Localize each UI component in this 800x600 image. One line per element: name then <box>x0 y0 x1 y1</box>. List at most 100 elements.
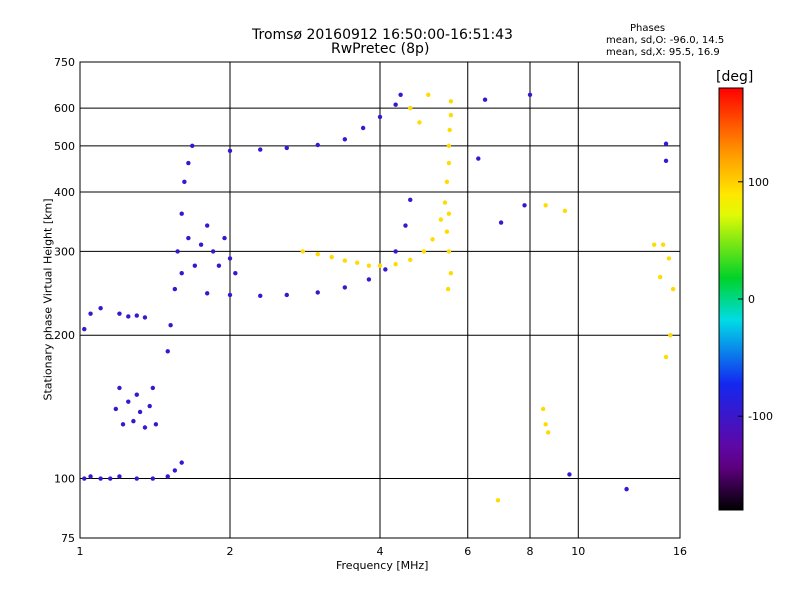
data-point <box>179 271 184 276</box>
data-point <box>562 208 568 214</box>
chart-subtitle: RwPretec (8p) <box>331 41 430 57</box>
data-point <box>186 235 191 241</box>
data-point <box>88 474 93 479</box>
x-tick-label: 1 <box>77 545 84 558</box>
data-point <box>142 315 148 320</box>
data-point <box>666 256 672 261</box>
data-point <box>393 262 398 267</box>
data-point <box>117 311 122 316</box>
data-point <box>366 263 372 268</box>
x-axis-label: Frequency [MHz] <box>336 559 429 572</box>
x-tick-label: 4 <box>377 545 384 558</box>
x-tick-label: 10 <box>571 545 585 558</box>
data-point <box>227 256 233 261</box>
data-point <box>527 92 533 97</box>
data-point <box>258 293 263 299</box>
y-tick-label: 75 <box>61 532 75 545</box>
data-point <box>134 476 139 481</box>
data-point <box>147 403 152 409</box>
data-point <box>342 285 348 290</box>
y-tick-label: 200 <box>54 329 75 342</box>
data-point <box>98 476 103 481</box>
data-point <box>448 271 454 276</box>
data-point <box>150 385 156 391</box>
data-point <box>117 385 122 391</box>
data-point <box>134 392 139 397</box>
data-point <box>227 292 233 298</box>
data-point <box>168 322 173 328</box>
data-point <box>445 286 451 292</box>
data-point <box>447 127 452 133</box>
data-point <box>438 217 444 222</box>
data-point <box>190 143 195 149</box>
data-point <box>315 142 320 148</box>
data-point <box>165 349 170 354</box>
data-point <box>377 114 383 120</box>
data-point <box>182 179 187 185</box>
data-point <box>342 137 348 142</box>
data-point <box>233 271 238 276</box>
data-point <box>360 125 366 131</box>
data-point <box>222 235 227 241</box>
y-tick-label: 400 <box>54 186 75 199</box>
data-point <box>383 267 388 272</box>
data-point <box>408 105 413 111</box>
x-tick-label: 16 <box>673 545 687 558</box>
data-point <box>284 292 289 298</box>
y-tick-label: 500 <box>54 140 75 153</box>
data-point <box>543 203 548 208</box>
data-point <box>179 460 184 465</box>
data-point <box>98 305 103 311</box>
data-point <box>498 220 504 225</box>
data-point <box>126 314 131 319</box>
data-point <box>668 333 673 338</box>
data-point <box>227 148 233 154</box>
data-point <box>482 97 488 102</box>
data-point <box>446 249 452 254</box>
stats-box-title: Phases <box>630 23 666 34</box>
y-tick-label: 600 <box>54 102 75 115</box>
data-point <box>540 406 546 412</box>
data-point <box>142 425 148 430</box>
data-point <box>134 313 139 318</box>
data-point <box>670 286 676 292</box>
data-point <box>448 99 454 104</box>
data-point <box>444 229 450 234</box>
data-point <box>354 260 360 265</box>
data-point <box>131 418 136 424</box>
data-point <box>663 158 669 164</box>
data-point <box>300 249 306 254</box>
data-point <box>476 156 481 161</box>
data-point <box>444 179 450 185</box>
data-point <box>153 422 159 427</box>
data-point <box>315 251 320 257</box>
data-point <box>421 249 427 254</box>
data-point <box>660 242 666 247</box>
data-point <box>398 92 403 97</box>
data-point <box>446 211 452 216</box>
data-point <box>417 120 422 125</box>
data-point <box>175 249 180 254</box>
x-tick-label: 6 <box>464 545 471 558</box>
data-point <box>545 430 551 435</box>
data-point <box>137 409 143 415</box>
data-point <box>120 422 126 427</box>
data-point <box>179 211 184 216</box>
y-tick-label: 750 <box>54 56 75 69</box>
data-point <box>426 92 431 97</box>
data-point <box>216 263 222 268</box>
data-point <box>446 160 452 166</box>
data-point <box>366 277 372 282</box>
chart-title: Tromsø 20160912 16:50:00-16:51:43 <box>252 27 513 43</box>
data-point <box>204 223 210 228</box>
data-point <box>393 249 398 254</box>
data-point <box>393 102 398 107</box>
data-point <box>442 200 448 205</box>
colorbar-tick-label: 0 <box>748 293 755 306</box>
data-point <box>172 286 178 292</box>
data-point <box>651 242 657 247</box>
data-point <box>204 291 210 296</box>
data-point <box>663 354 669 360</box>
